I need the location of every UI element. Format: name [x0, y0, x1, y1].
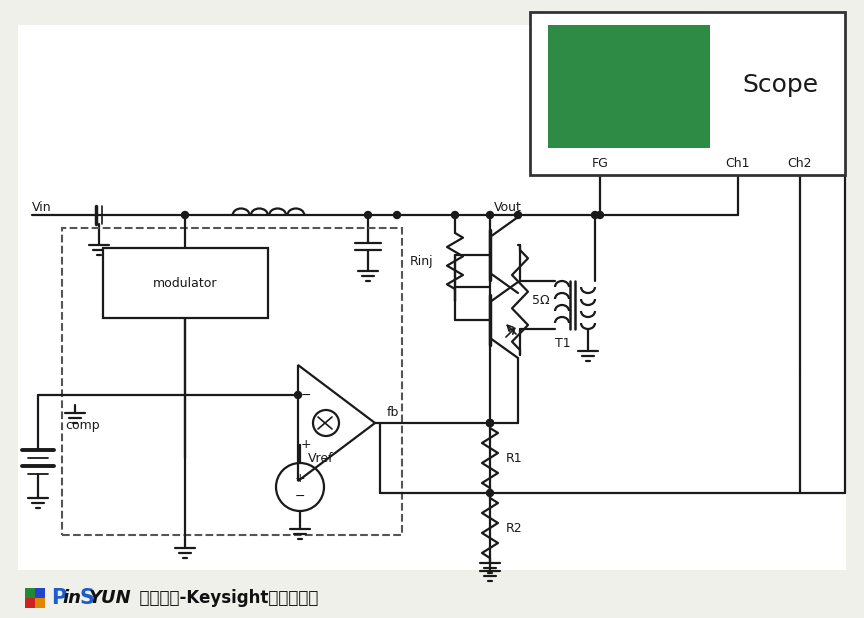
Circle shape	[393, 211, 401, 219]
Text: 5Ω: 5Ω	[532, 294, 550, 307]
Text: R1: R1	[506, 452, 523, 465]
Bar	[25, 598, 35, 608]
Text: R2: R2	[506, 522, 523, 535]
Text: −: −	[301, 389, 311, 402]
Text: −: −	[295, 489, 305, 502]
Text: Vout: Vout	[494, 200, 522, 213]
Circle shape	[181, 211, 188, 219]
Bar	[62, 228, 402, 535]
Circle shape	[486, 420, 493, 426]
Circle shape	[592, 211, 599, 219]
Circle shape	[596, 211, 603, 219]
Circle shape	[486, 420, 493, 426]
Text: modulator: modulator	[153, 276, 217, 289]
Circle shape	[486, 211, 493, 219]
Circle shape	[365, 211, 372, 219]
Bar	[35, 598, 45, 608]
Circle shape	[295, 391, 302, 399]
Circle shape	[486, 420, 493, 426]
Text: P: P	[51, 588, 67, 608]
Text: fb: fb	[387, 407, 399, 420]
Text: Vref: Vref	[308, 452, 334, 465]
Text: S: S	[79, 588, 94, 608]
Bar	[25, 588, 35, 598]
Bar	[530, 12, 845, 175]
Bar	[103, 248, 268, 318]
Text: in: in	[62, 589, 81, 607]
Bar	[548, 25, 710, 148]
Bar	[18, 25, 846, 570]
Circle shape	[452, 211, 459, 219]
Text: Ch1: Ch1	[726, 156, 750, 169]
Circle shape	[514, 211, 522, 219]
Text: +: +	[301, 439, 311, 452]
Text: T1: T1	[555, 336, 570, 350]
Text: FG: FG	[592, 156, 608, 169]
Text: Scope: Scope	[742, 73, 818, 97]
Text: 品勳科技-Keysight授權經銷商: 品勳科技-Keysight授權經銷商	[128, 589, 318, 607]
Text: +: +	[295, 473, 305, 486]
Bar	[35, 588, 45, 598]
Text: Vin: Vin	[32, 200, 52, 213]
Text: Ch2: Ch2	[788, 156, 812, 169]
Circle shape	[486, 489, 493, 496]
Text: YUN: YUN	[89, 589, 131, 607]
Text: Rinj: Rinj	[410, 255, 433, 268]
Text: comp: comp	[65, 418, 99, 431]
